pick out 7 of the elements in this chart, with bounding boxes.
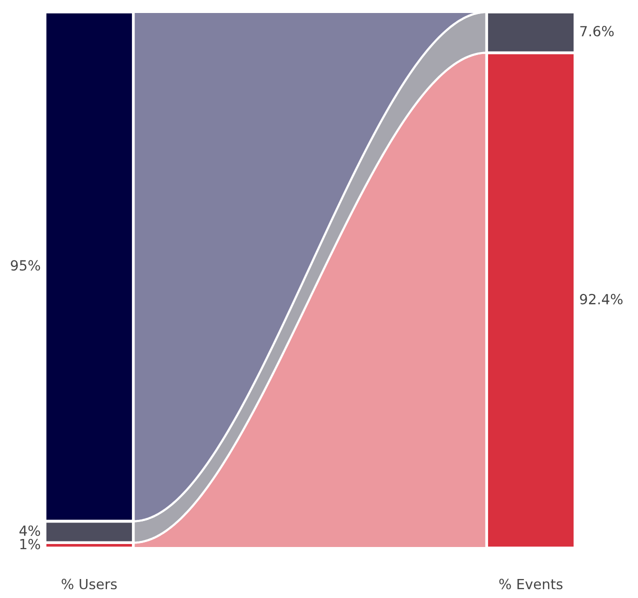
data-label: 95% xyxy=(10,260,40,271)
data-label: 92.4% xyxy=(580,294,623,304)
data-label: 1% xyxy=(20,538,40,550)
data-label: 7.6% xyxy=(580,26,614,36)
data-label: 4% xyxy=(19,525,40,536)
category-label: % Events xyxy=(499,578,562,590)
category-label: % Users xyxy=(62,578,117,590)
